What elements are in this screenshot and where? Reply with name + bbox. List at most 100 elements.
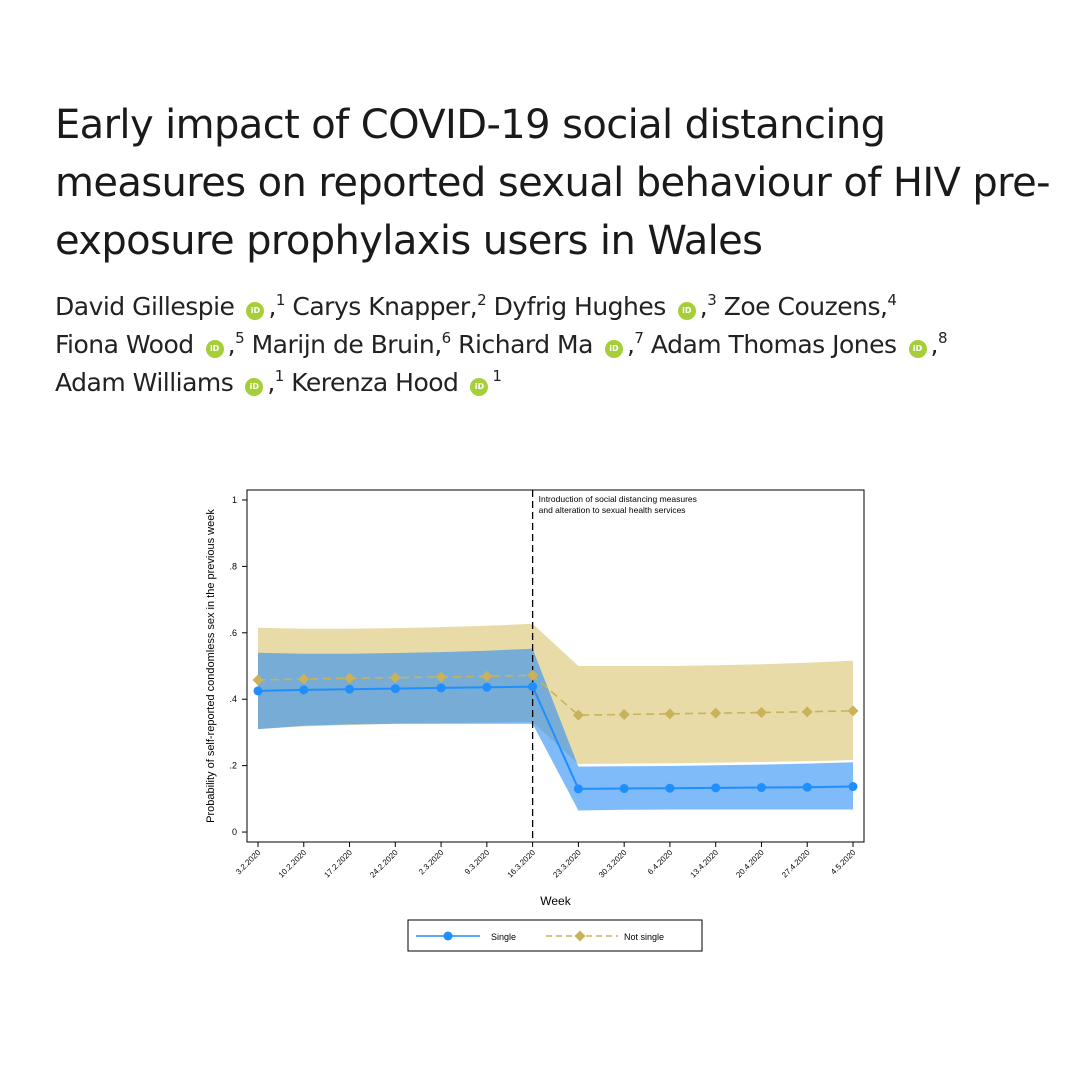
author-separator: , [268,292,276,321]
point-not-single [801,706,813,718]
orcid-icon[interactable]: iD [470,378,489,396]
point-not-single [389,672,401,684]
point-single [345,684,355,694]
x-tick-label: 2.3.2020 [417,848,446,877]
orcid-icon[interactable]: iD [908,340,927,358]
author[interactable]: Carys Knapper,2 [292,292,486,321]
point-not-single [710,707,722,719]
author-separator: , [227,330,236,359]
y-tick-label: .8 [229,561,237,571]
point-single [665,783,675,793]
author-name: Adam Williams [55,368,234,397]
x-tick-label: 4.5.2020 [829,848,858,877]
point-not-single [481,670,493,682]
y-axis-label: Probability of self-reported condomless … [205,509,217,823]
author[interactable]: Fiona Wood iD ,5 [55,329,245,359]
author[interactable]: Dyfrig Hughes iD ,3 [494,292,717,321]
point-not-single [755,706,767,718]
point-single [528,682,538,692]
y-tick-label: .4 [229,694,237,704]
author-name: Richard Ma [458,330,593,359]
x-tick-label: 10.2.2020 [277,848,309,880]
affiliation-number: 8 [938,329,948,347]
point-not-single [527,669,539,681]
affiliation-number: 1 [492,367,502,385]
legend-label-not-single: Not single [624,932,664,942]
author[interactable]: Marijn de Bruin,6 [251,329,452,359]
point-single [299,685,309,695]
x-tick-label: 3.2.2020 [234,848,263,877]
orcid-icon[interactable]: iD [245,378,264,396]
point-not-single [298,673,310,685]
y-tick-label: .6 [229,628,237,638]
author-name: Zoe Couzens [723,292,881,321]
point-single [619,784,629,794]
affiliation-number: 3 [707,291,717,309]
point-single [848,782,858,792]
point-single [711,783,721,793]
point-single [756,783,766,793]
y-tick-label: .2 [229,761,237,771]
x-tick-label: 13.4.2020 [689,848,721,880]
author-separator: , [879,292,888,321]
legend-marker-not-single [574,930,586,942]
point-not-single [847,705,859,717]
point-single [802,782,812,792]
affiliation-number: 1 [275,291,286,309]
affiliation-number: 5 [235,329,245,347]
point-single [573,784,583,794]
author-name: David Gillespie [55,292,235,321]
affiliation-number: 1 [274,367,285,385]
author[interactable]: Zoe Couzens,4 [724,292,897,321]
author[interactable]: Adam Thomas Jones iD ,8 [650,329,948,359]
author-separator: , [626,330,635,359]
author[interactable]: Richard Ma iD ,7 [458,330,644,359]
author-name: Fiona Wood [55,330,194,359]
affiliation-number: 6 [441,329,452,347]
author-name: Dyfrig Hughes [493,292,667,321]
x-tick-label: 27.4.2020 [780,848,812,880]
author-name: Carys Knapper [292,292,470,321]
author-separator: , [434,330,442,359]
x-tick-label: 9.3.2020 [463,848,492,877]
line-single [257,685,854,790]
x-tick-label: 30.3.2020 [597,848,629,880]
point-not-single [344,672,356,684]
annotation-text: Introduction of social distancing measur… [539,494,697,504]
chart: 0 .2 .4 .6 .8 1 3.2.2020 10.2.2020 17.2.2020 24.2… [205,489,865,952]
line-not-single [257,674,854,716]
figure: 0 .2 .4 .6 .8 1 3.2.2020 10.2.2020 17.2.2020 24.2… [195,475,875,965]
point-single [390,684,400,694]
y-tick-label: 0 [232,827,237,837]
author-name: Kerenza Hood [291,368,459,397]
author-separator: , [930,330,939,359]
point-not-single [572,709,584,721]
author-separator: , [267,368,275,397]
affiliation-number: 4 [887,291,897,309]
x-axis-label: Week [540,894,571,908]
point-not-single [435,671,447,683]
legend-marker-single [443,931,453,941]
orcid-icon[interactable]: iD [677,302,696,320]
point-not-single [252,674,264,686]
x-tick-label: 17.2.2020 [322,848,354,880]
point-not-single [664,708,676,720]
affiliation-number: 2 [477,291,487,309]
author[interactable]: Kerenza Hood iD1 [291,367,502,397]
orcid-icon[interactable]: iD [604,340,623,358]
author[interactable]: David Gillespie iD ,1 [55,292,285,321]
author[interactable]: Adam Williams iD ,1 [55,368,284,397]
x-tick-label: 24.2.2020 [368,848,400,880]
x-tick-label: 6.4.2020 [646,848,675,877]
point-single [253,686,263,696]
author-name: Adam Thomas Jones [650,330,897,359]
y-tick-label: 1 [232,495,237,505]
point-not-single [618,708,630,720]
annotation-text: and alteration to sexual health services [539,505,686,515]
author-name: Marijn de Bruin [251,330,435,359]
point-single [482,682,492,692]
orcid-icon[interactable]: iD [246,302,265,320]
x-tick-label: 16.3.2020 [505,848,537,880]
paper-title: Early impact of COVID-19 social distanci… [55,102,1051,264]
orcid-icon[interactable]: iD [205,340,224,358]
